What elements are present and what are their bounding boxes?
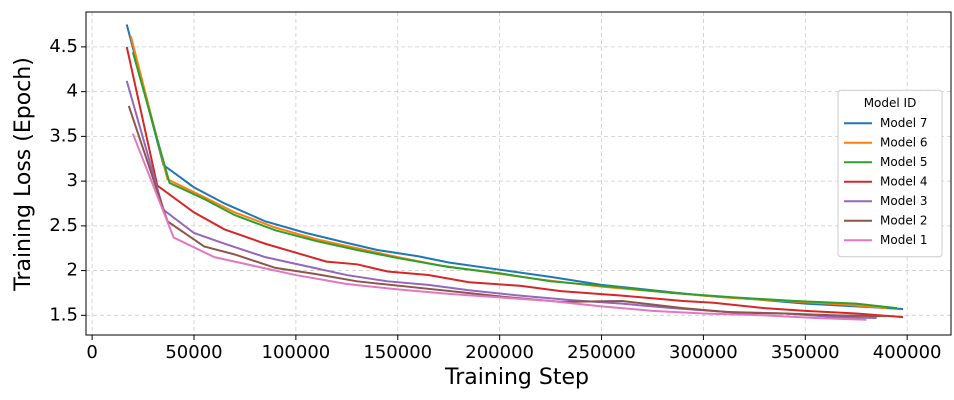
y-tick-label: 3.5 [49,125,78,146]
line [127,105,887,318]
x-tick-label: 150000 [363,342,432,363]
legend: Model ID Model 7 Model 6 Model 5 Model 4 Mode… [837,89,943,258]
x-tick-label: 100000 [262,342,331,363]
legend-label: Model 3 [880,194,927,208]
legend-box [837,89,943,258]
legend-label: Model 7 [880,116,927,130]
x-tick-label: 200000 [465,342,534,363]
legend-label: Model 1 [880,233,927,247]
y-axis-label: Training Loss (Epoch) [11,57,36,292]
y-tick-label: 4 [67,81,78,102]
x-tick-label: 400000 [873,342,942,363]
line [131,51,898,310]
x-tick-label: 250000 [567,342,636,363]
x-tick-label: 50000 [165,342,222,363]
x-axis-label: Training Step [444,365,589,390]
y-tick-label: 4.5 [49,36,78,57]
y-tick-label: 2.5 [49,215,78,236]
legend-label: Model 2 [880,213,927,227]
legend-title: Model ID [864,96,917,110]
y-tick-label: 3 [67,170,78,191]
x-tick-label: 0 [86,342,97,363]
legend-label: Model 6 [880,135,927,149]
y-tick-label: 2 [67,260,78,281]
line [131,133,867,321]
plot-frame [85,11,952,336]
legend-label: Model 4 [880,174,927,188]
line [125,46,904,319]
legend-label: Model 5 [880,155,927,169]
x-tick-label: 300000 [669,342,738,363]
y-tick-label: 1.5 [49,304,78,325]
x-tick-label: 350000 [771,342,840,363]
